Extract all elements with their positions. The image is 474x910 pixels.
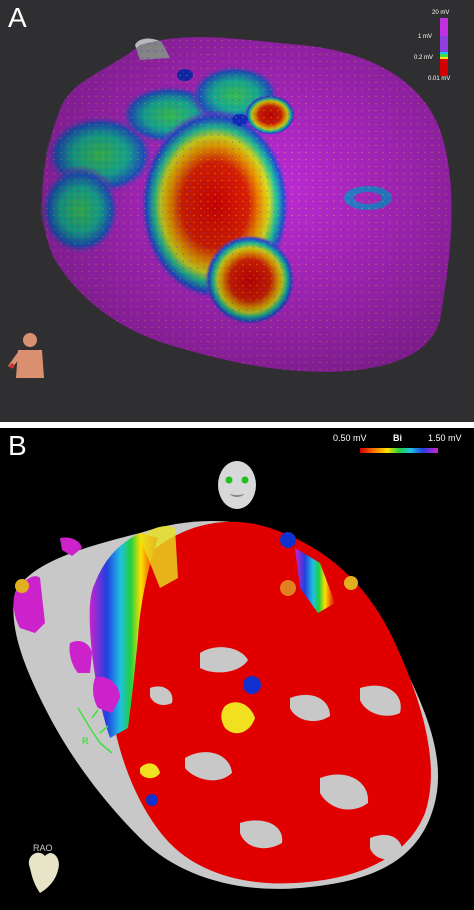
- torso-orientation-icon: [8, 333, 44, 378]
- scale-b-max-label: 1.50 mV: [428, 433, 462, 443]
- panel-a-voltage-map: A 20 mV 1 mV 0.2 mV 0.01 mV: [0, 0, 474, 422]
- panel-a-anatomy: [8, 18, 452, 378]
- scale-b-min-label: 0.50 mV: [333, 433, 367, 443]
- scale-a-mid-high-label: 1 mV: [418, 34, 433, 40]
- scale-a-mid-low-label: 0.2 mV: [414, 55, 434, 61]
- scale-b-mode-label: Bi: [393, 433, 402, 443]
- panel-a-label: A: [8, 2, 27, 33]
- view-orientation-label: RAO: [33, 843, 53, 853]
- face-orientation-icon: [218, 461, 256, 509]
- heart-orientation-icon: [28, 852, 59, 893]
- panel-a-color-scale: [440, 18, 448, 76]
- panel-b-anatomy: [13, 448, 439, 893]
- panel-b-label: B: [8, 430, 27, 461]
- scale-a-min-label: 0.01 mV: [428, 76, 451, 82]
- scale-a-max-label: 20 mV: [432, 10, 450, 16]
- panel-b-bipolar-map: B 0.50 mV Bi 1.50 mV RAO R: [0, 428, 474, 910]
- catheter-annotation-label: R: [82, 736, 89, 746]
- panel-b-color-scale: [360, 448, 438, 453]
